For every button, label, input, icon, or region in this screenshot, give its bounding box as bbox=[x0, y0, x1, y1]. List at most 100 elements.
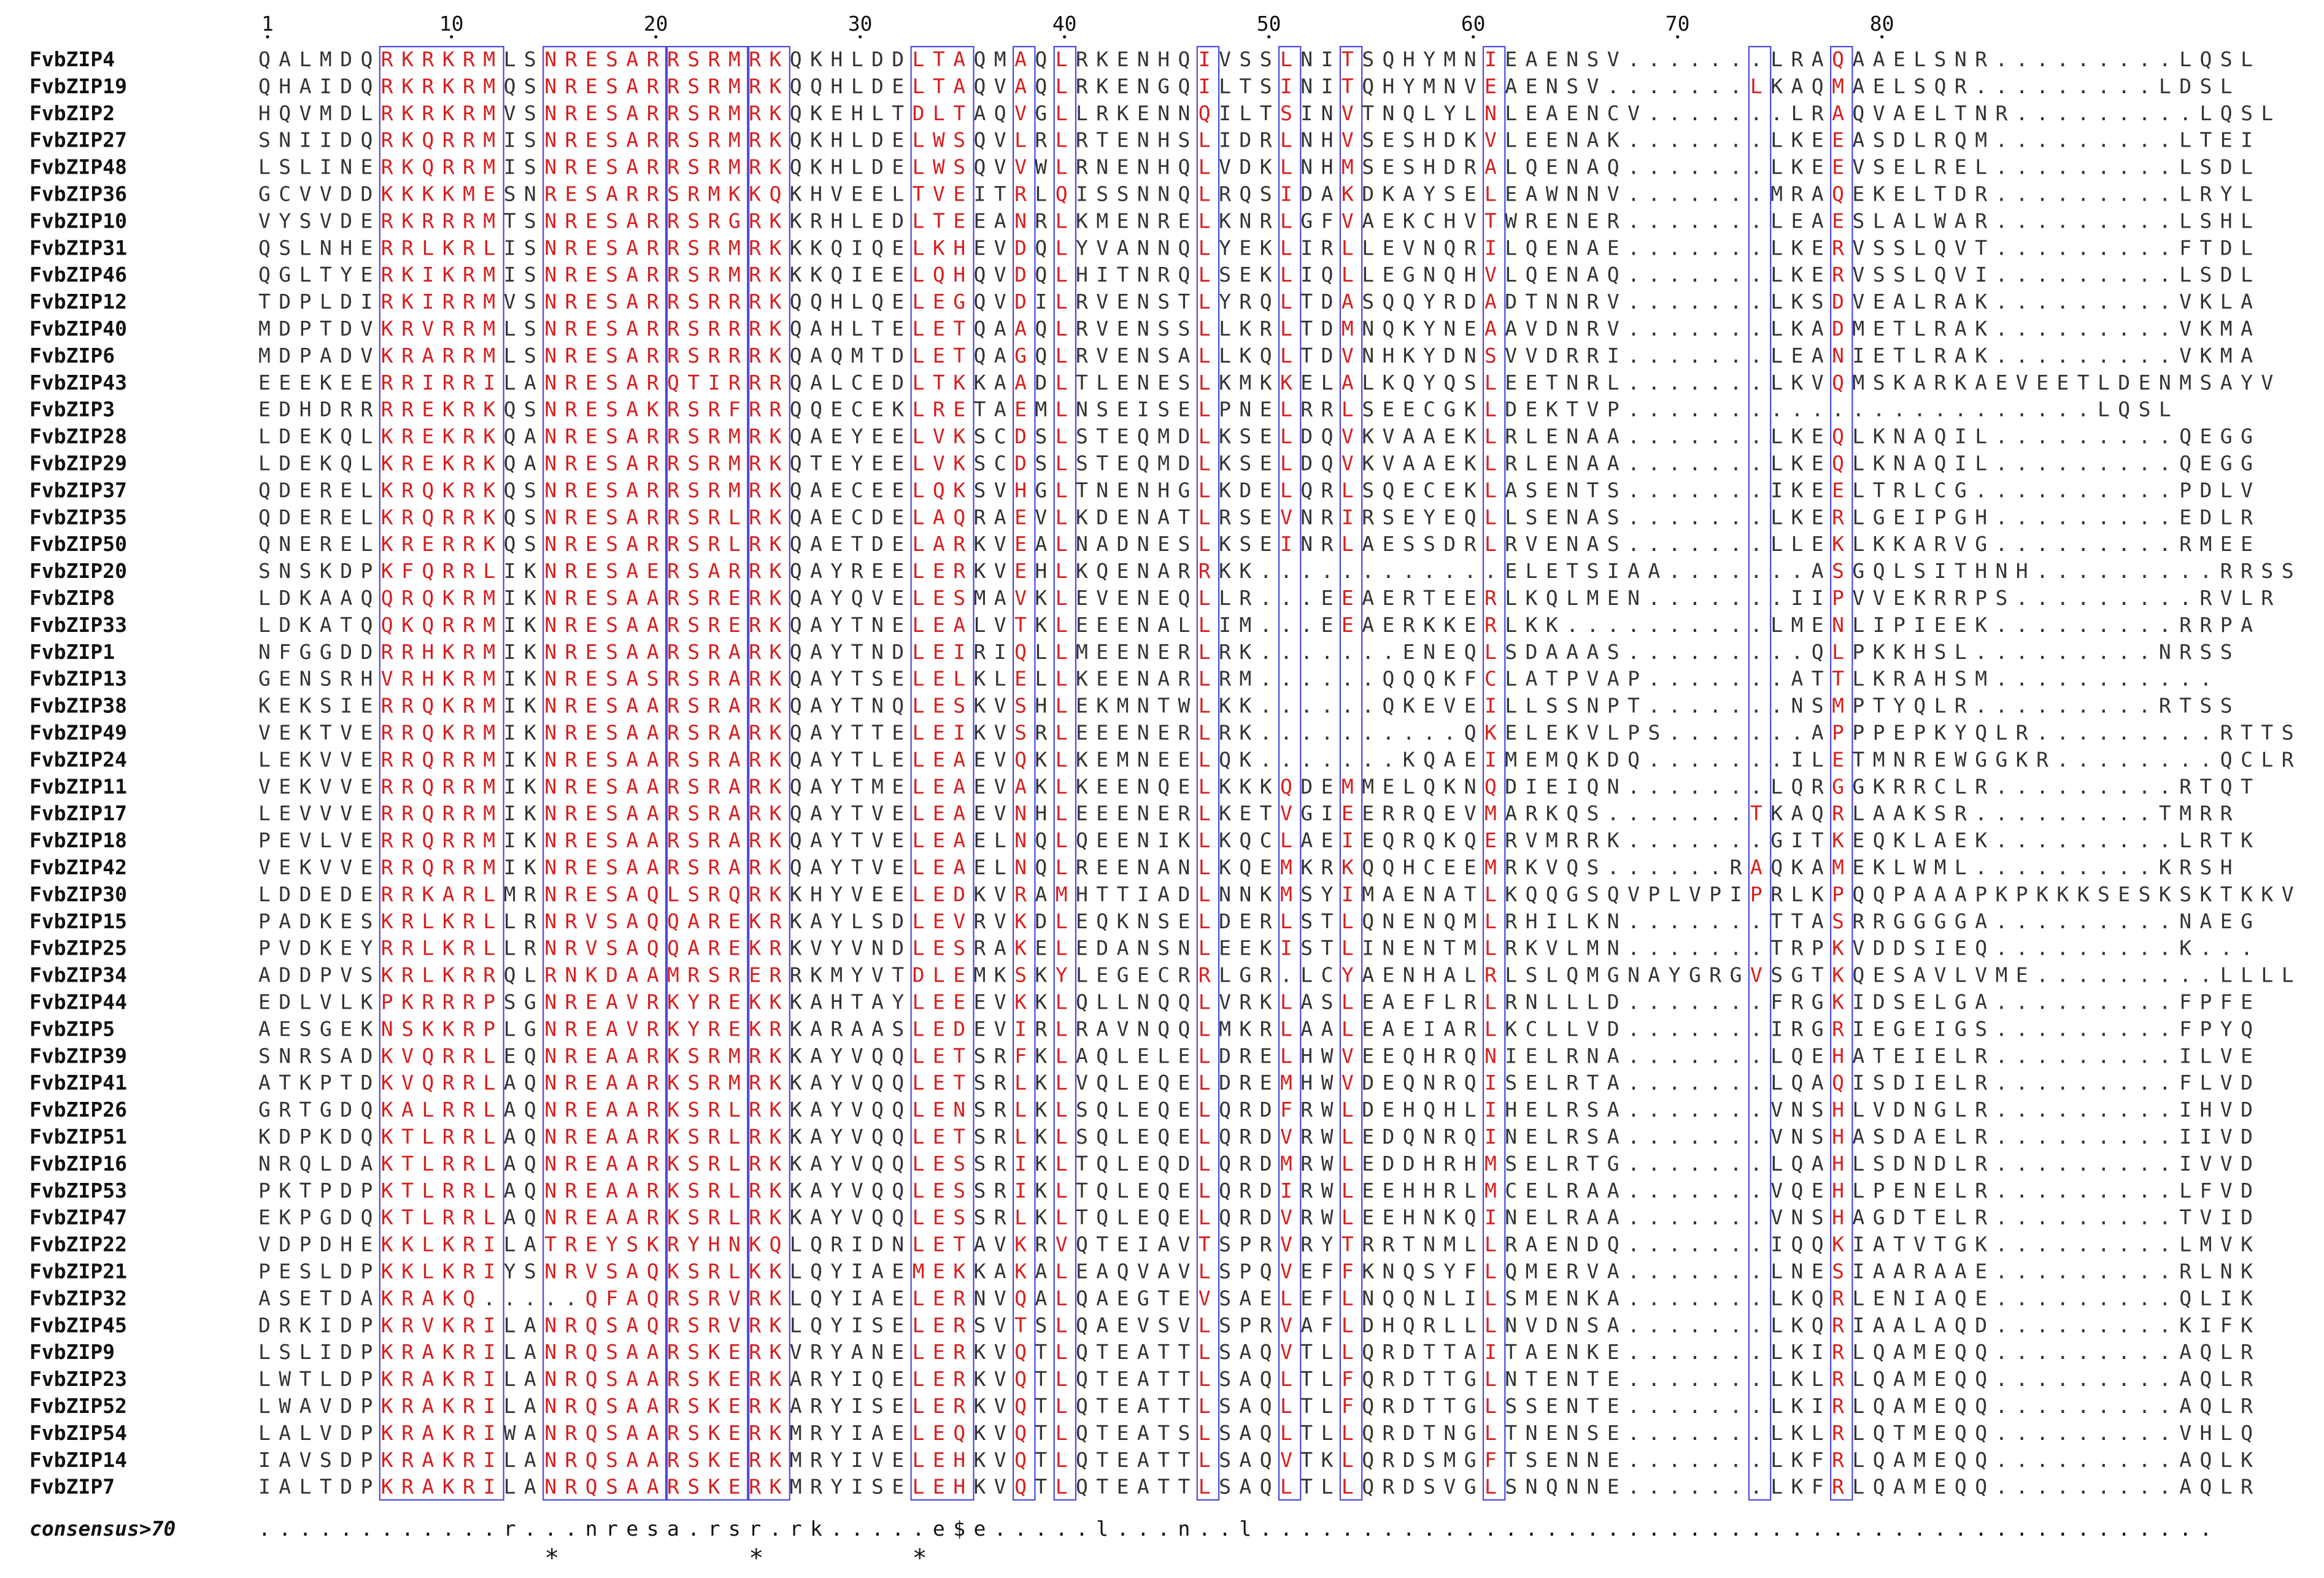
residue: E bbox=[1157, 747, 1170, 771]
residue: . bbox=[2139, 936, 2151, 960]
residue: N bbox=[1014, 855, 1027, 879]
residue: E bbox=[892, 801, 904, 825]
residue: Q bbox=[299, 1152, 312, 1176]
residue: S bbox=[687, 828, 700, 852]
residue: A bbox=[1913, 1125, 1926, 1149]
sequence-row: FvbZIP4 Q A L M D Q R K R K R M L S N R E S A R R S R M R K Q K H L D D L… bbox=[29, 47, 2253, 71]
residue: N bbox=[1566, 371, 1578, 394]
residue: L bbox=[1056, 425, 1068, 448]
residue: . bbox=[1996, 1233, 2008, 1257]
residue: V bbox=[1076, 1071, 1088, 1095]
residue: R bbox=[749, 371, 761, 394]
residue: V bbox=[1219, 155, 1231, 179]
residue: V bbox=[1342, 344, 1354, 368]
residue: . bbox=[2077, 1233, 2090, 1257]
residue: N bbox=[1219, 882, 1231, 906]
residue: . bbox=[1689, 398, 1701, 421]
residue: R bbox=[708, 425, 720, 448]
residue: L bbox=[1566, 586, 1578, 610]
residue: E bbox=[1362, 1017, 1374, 1041]
residue: Y bbox=[1423, 47, 1435, 71]
residue: T bbox=[1484, 209, 1497, 233]
residue: T bbox=[851, 801, 863, 825]
residue: Q bbox=[1035, 74, 1047, 98]
residue: R bbox=[381, 936, 393, 960]
residue: R bbox=[749, 452, 761, 475]
residue: H bbox=[1832, 1125, 1844, 1149]
residue: . bbox=[1709, 1179, 1721, 1203]
residue: E bbox=[2056, 371, 2069, 394]
residue: I bbox=[1219, 101, 1231, 125]
residue: . bbox=[2200, 747, 2212, 771]
residue: V bbox=[994, 236, 1006, 260]
residue: K bbox=[381, 1260, 393, 1284]
residue: E bbox=[933, 882, 945, 906]
residue: D bbox=[2220, 155, 2233, 179]
residue: S bbox=[1587, 1125, 1599, 1149]
residue: N bbox=[544, 721, 557, 745]
residue: N bbox=[1566, 263, 1578, 287]
residue: E bbox=[1260, 478, 1272, 502]
conservation-box bbox=[1196, 45, 1220, 1501]
residue: T bbox=[1934, 182, 1947, 206]
sequence-name: FvbZIP39 bbox=[29, 1044, 127, 1068]
residue: E bbox=[585, 1098, 598, 1122]
sequence-row: FvbZIP48 L S L I N E R K Q R R M I S N R E S A R R S R M R K Q K H L D E… bbox=[29, 155, 2253, 179]
residue: D bbox=[340, 559, 352, 583]
residue: Q bbox=[1812, 1313, 1824, 1337]
residue: K bbox=[770, 1179, 782, 1203]
residue: Q bbox=[1791, 1152, 1804, 1176]
residue: R bbox=[1812, 774, 1824, 798]
residue: I bbox=[1157, 828, 1170, 852]
residue: I bbox=[504, 263, 516, 287]
residue: . bbox=[1730, 478, 1742, 502]
residue: L bbox=[483, 882, 495, 906]
residue: M bbox=[1832, 694, 1844, 718]
residue: R bbox=[749, 236, 761, 260]
residue: C bbox=[1321, 963, 1334, 987]
residue: V bbox=[1587, 1260, 1599, 1284]
residue: . bbox=[1669, 1098, 1681, 1122]
residue: A bbox=[953, 47, 965, 71]
residue: P bbox=[1934, 505, 1947, 529]
residue: N bbox=[1566, 182, 1578, 206]
residue: M bbox=[1342, 774, 1354, 798]
residue: N bbox=[1566, 155, 1578, 179]
residue: I bbox=[2179, 1098, 2191, 1122]
residue: D bbox=[279, 1125, 291, 1149]
residue: A bbox=[1648, 559, 1660, 583]
residue: L bbox=[1505, 694, 1517, 718]
residue: . bbox=[2118, 909, 2130, 933]
residue: K bbox=[320, 371, 332, 394]
residue: L bbox=[1607, 721, 1619, 745]
residue: R bbox=[1321, 532, 1334, 556]
residue: E bbox=[871, 882, 884, 906]
sequence-row: FvbZIP13 G E N S R H V R H K R M I K N R E S A S R S R A R K Q A Y T S E… bbox=[29, 667, 2212, 691]
residue: R bbox=[728, 371, 741, 394]
residue: A bbox=[810, 425, 822, 448]
residue: Q bbox=[1383, 828, 1395, 852]
residue: G bbox=[1443, 398, 1456, 421]
residue: . bbox=[1709, 532, 1721, 556]
residue: S bbox=[2139, 882, 2151, 906]
residue: R bbox=[1832, 801, 1844, 825]
residue: K bbox=[442, 936, 455, 960]
residue: L bbox=[504, 909, 516, 933]
position-tick bbox=[1472, 35, 1475, 39]
residue: . bbox=[2016, 1286, 2028, 1310]
residue: K bbox=[1791, 1340, 1804, 1364]
residue: A bbox=[1913, 963, 1926, 987]
residue: . bbox=[2016, 936, 2028, 960]
residue: N bbox=[1566, 478, 1578, 502]
residue: N bbox=[544, 1340, 557, 1364]
residue: K bbox=[770, 290, 782, 314]
residue: T bbox=[401, 1125, 414, 1149]
residue: . bbox=[2139, 101, 2151, 125]
residue: R bbox=[1219, 182, 1231, 206]
residue: E bbox=[299, 1286, 312, 1310]
residue: R bbox=[565, 559, 577, 583]
residue: E bbox=[2241, 990, 2253, 1014]
sequence-name: FvbZIP6 bbox=[29, 344, 115, 368]
residue: E bbox=[1873, 1017, 1885, 1041]
residue: Q bbox=[830, 236, 843, 260]
